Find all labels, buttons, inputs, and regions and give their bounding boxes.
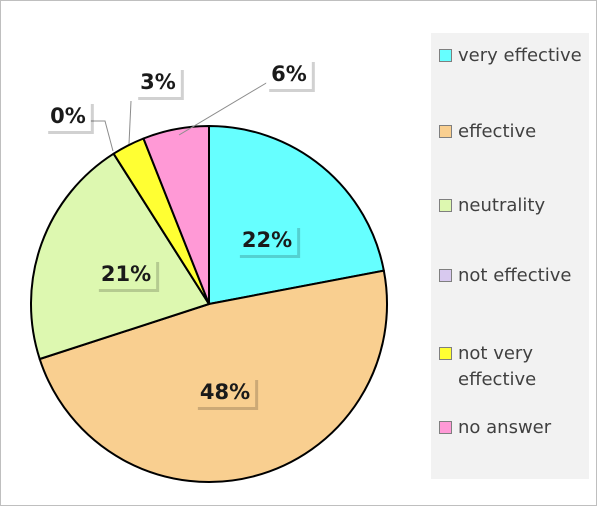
data-labels: 22% 48% 21% 0% 3% 6%: [45, 59, 315, 410]
data-label-box: [45, 101, 91, 131]
pie-slice-neutrality: [30, 152, 210, 361]
legend-label-not-effective: not effective: [458, 265, 572, 286]
legend-item-no-answer: no answer: [439, 415, 586, 441]
data-label-box: [135, 67, 181, 97]
pie-slices: [30, 125, 388, 483]
legend-label-very-effective: very effective: [458, 45, 582, 66]
data-label-very-effective: 22%: [242, 228, 292, 252]
data-label-group-very-effective: 22%: [236, 225, 301, 258]
data-label-group-neutrality: 21%: [95, 259, 160, 292]
leader-line-not-very-effective: [128, 100, 132, 145]
data-label-box: [266, 59, 312, 89]
data-label-not-very-effective: 3%: [140, 70, 176, 94]
legend-item-effective: effective: [439, 119, 586, 145]
legend-swatch-very-effective: [439, 49, 452, 62]
legend: very effective effective neutrality not …: [431, 33, 589, 479]
data-label-group-not-effective: 0%: [45, 101, 94, 134]
pie-slice-very-effective: [208, 125, 385, 305]
data-label-not-effective: 0%: [50, 104, 86, 128]
data-label-box: [95, 259, 157, 289]
legend-swatch-no-answer: [439, 421, 452, 434]
legend-swatch-neutrality: [439, 199, 452, 212]
legend-item-not-effective: not effective: [439, 263, 586, 289]
legend-label-effective: effective: [458, 121, 537, 142]
legend-label-no-answer: no answer: [458, 417, 552, 438]
pie-slice-effective: [38, 269, 388, 483]
leader-lines: [89, 78, 274, 152]
legend-swatch-not-effective: [439, 269, 452, 282]
data-label-neutrality: 21%: [101, 262, 151, 286]
legend-label-neutrality: neutrality: [458, 195, 546, 216]
data-label-box: [236, 225, 298, 255]
data-label-group-not-very-effective: 3%: [135, 67, 184, 100]
legend-item-neutrality: neutrality: [439, 193, 586, 219]
legend-item-not-very-effective: not very effective: [439, 341, 586, 393]
data-label-group-no-answer: 6%: [266, 59, 315, 92]
leader-line-no-answer: [178, 78, 274, 136]
legend-item-very-effective: very effective: [439, 43, 586, 69]
data-label-box: [194, 377, 256, 407]
pie-slice-no-answer: [142, 125, 210, 305]
data-label-no-answer: 6%: [271, 62, 307, 86]
legend-swatch-effective: [439, 125, 452, 138]
legend-label-not-very-effective: not very effective: [458, 343, 537, 390]
leader-line-not-effective: [89, 120, 114, 152]
legend-swatch-not-very-effective: [439, 347, 452, 360]
data-label-effective: 48%: [200, 380, 250, 404]
data-label-group-effective: 48%: [194, 377, 259, 410]
